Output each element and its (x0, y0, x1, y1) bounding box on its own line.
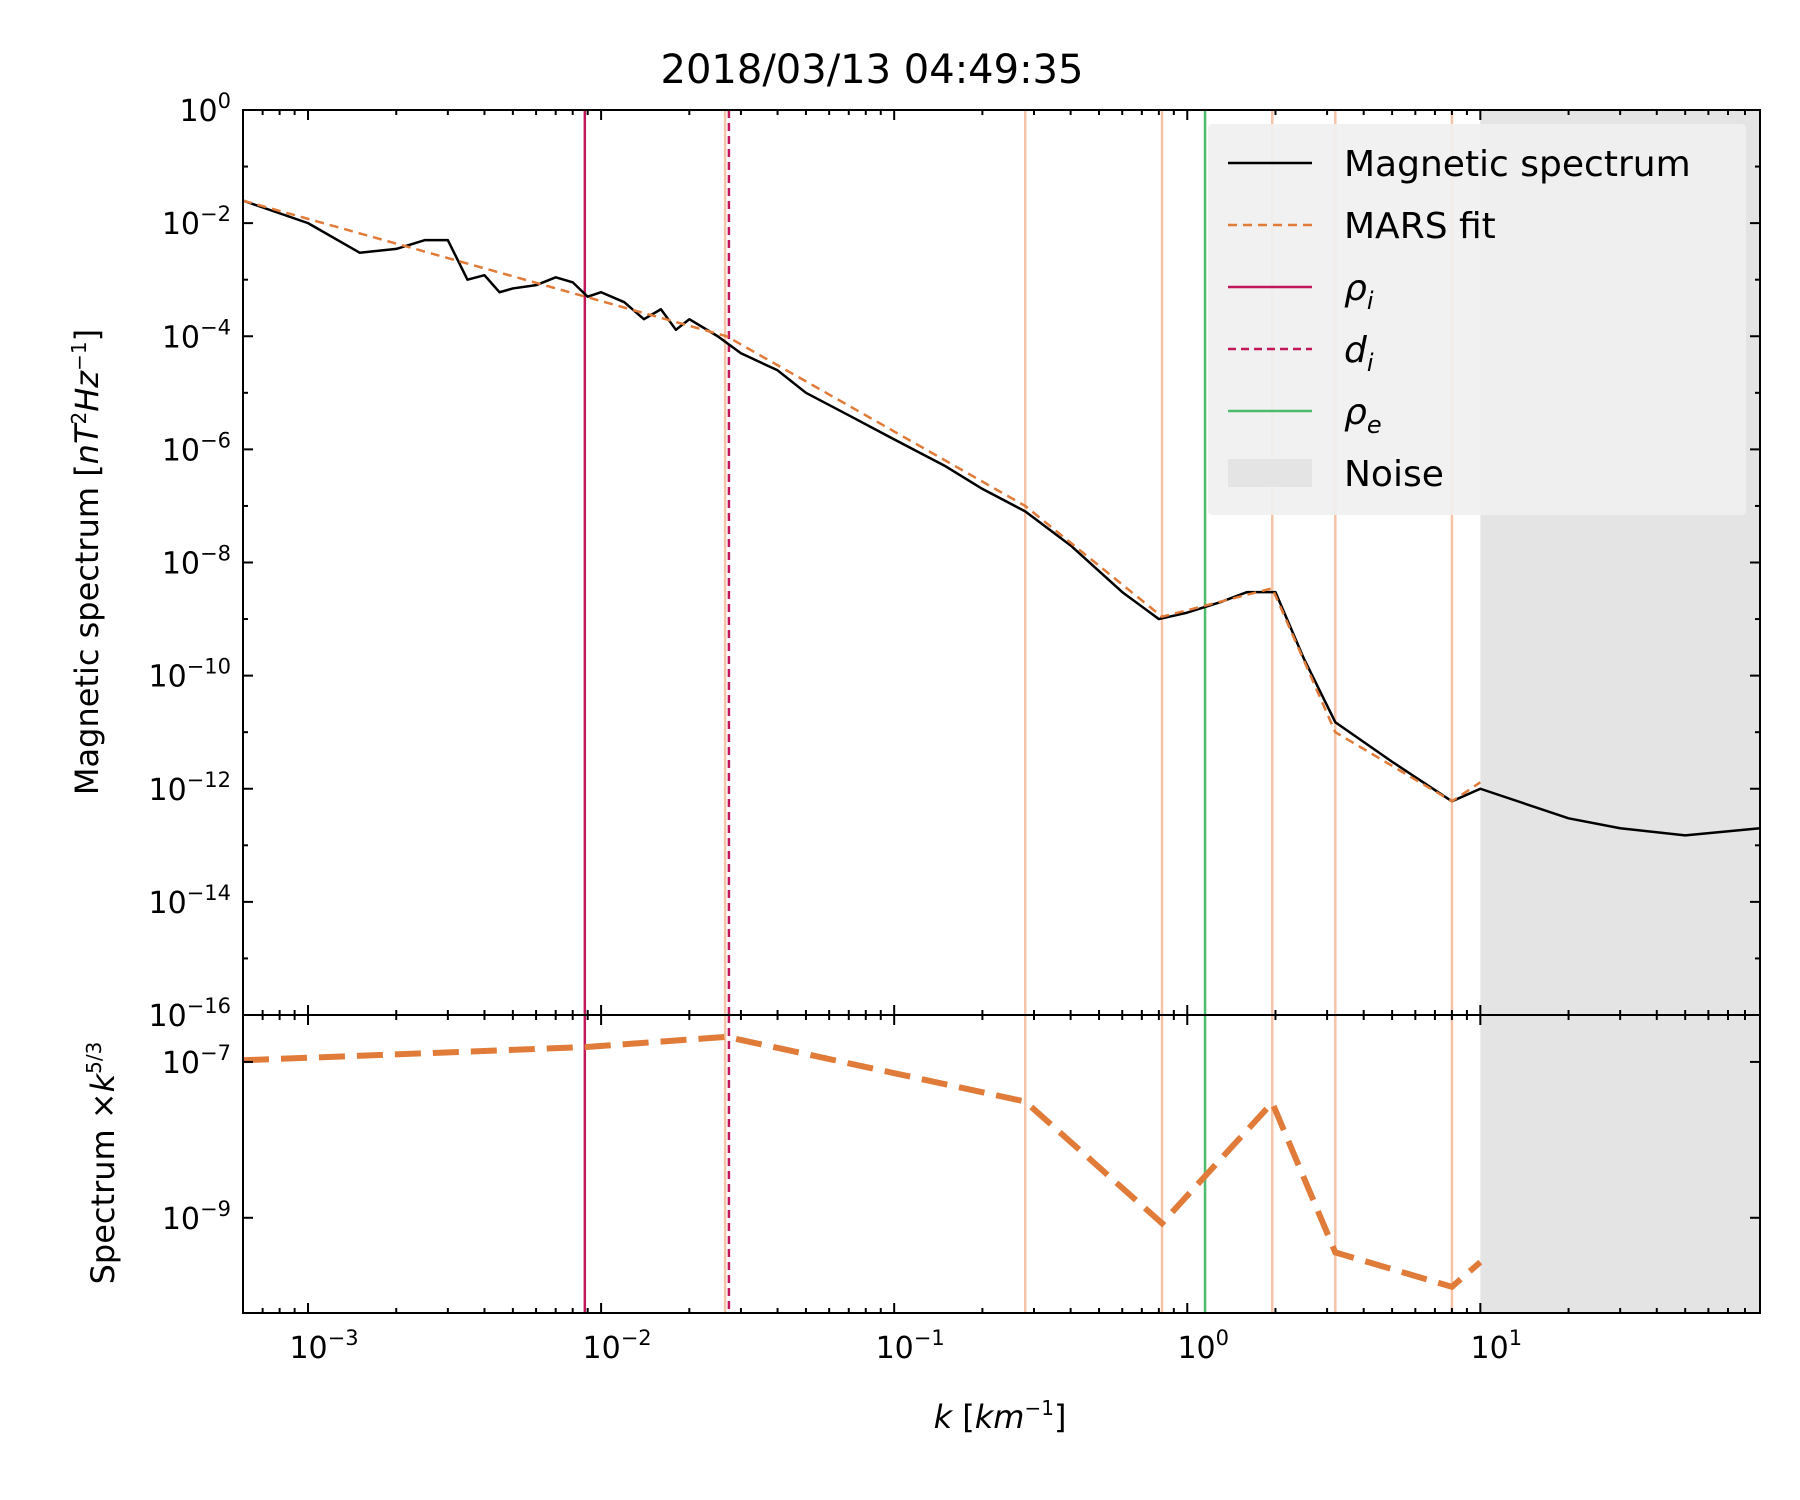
legend-item-rho-e: ρe (1344, 392, 1382, 439)
y-tick-label: 10−9 (162, 1197, 231, 1237)
x-tick-label: 100 (1177, 1326, 1229, 1366)
top-panel: Magnetic spectrum MARS fit ρi di ρe Noise 100… (148, 89, 1761, 1034)
top-y-axis-label: Magnetic spectrum [nT2Hz−1] (67, 329, 106, 795)
y-tick-label: 10−2 (162, 202, 231, 242)
y-tick-label: 10−6 (162, 428, 231, 468)
noise-region-bottom (1480, 1015, 1760, 1313)
legend-item-di: di (1344, 330, 1374, 377)
legend-item-noise-swatch (1228, 459, 1312, 487)
x-axis-label: k [km−1] (934, 1396, 1067, 1436)
bottom-panel: 10−7 10−9 10−3 10−2 10−1 100 101 (162, 1014, 1761, 1366)
y-tick-label: 10−14 (148, 881, 231, 921)
y-tick-label: 10−8 (162, 542, 231, 582)
y-tick-label: 10−4 (162, 315, 231, 355)
y-tick-label: 10−16 (148, 994, 231, 1034)
bottom-y-axis-label: Spectrum ×k5/3 (82, 1042, 122, 1285)
x-tick-label: 10−2 (583, 1326, 652, 1366)
bottom-plot-frame (242, 1014, 1761, 1314)
mars-fit-line (242, 199, 1482, 803)
legend-item-magnetic-spectrum: Magnetic spectrum (1344, 144, 1691, 185)
legend-item-mars-fit: MARS fit (1344, 206, 1496, 247)
y-tick-label: 10−7 (162, 1041, 231, 1081)
legend: Magnetic spectrum MARS fit ρi di ρe Noise (1208, 124, 1746, 515)
legend-item-noise: Noise (1344, 454, 1444, 495)
y-tick-label: 10−12 (148, 768, 231, 808)
legend-item-rho-i: ρi (1344, 268, 1374, 315)
compensated-fit-line (242, 1033, 1483, 1291)
bottom-y-axis: 10−7 10−9 (162, 1041, 1760, 1237)
y-tick-label: 100 (179, 89, 231, 129)
magnetic-spectrum-line (242, 199, 1761, 837)
legend-box (1208, 124, 1746, 515)
x-tick-label: 101 (1471, 1326, 1523, 1366)
x-tick-label: 10−3 (289, 1326, 358, 1366)
x-tick-label: 10−1 (876, 1326, 945, 1366)
x-axis: 10−3 10−2 10−1 100 101 (242, 1015, 1761, 1366)
chart-title: 2018/03/13 04:49:35 (661, 47, 1084, 93)
top-y-axis: 100 10−2 10−4 10−6 10−8 10−10 10−12 10−14 10−16 (148, 89, 1760, 1034)
y-tick-label: 10−10 (148, 655, 231, 695)
